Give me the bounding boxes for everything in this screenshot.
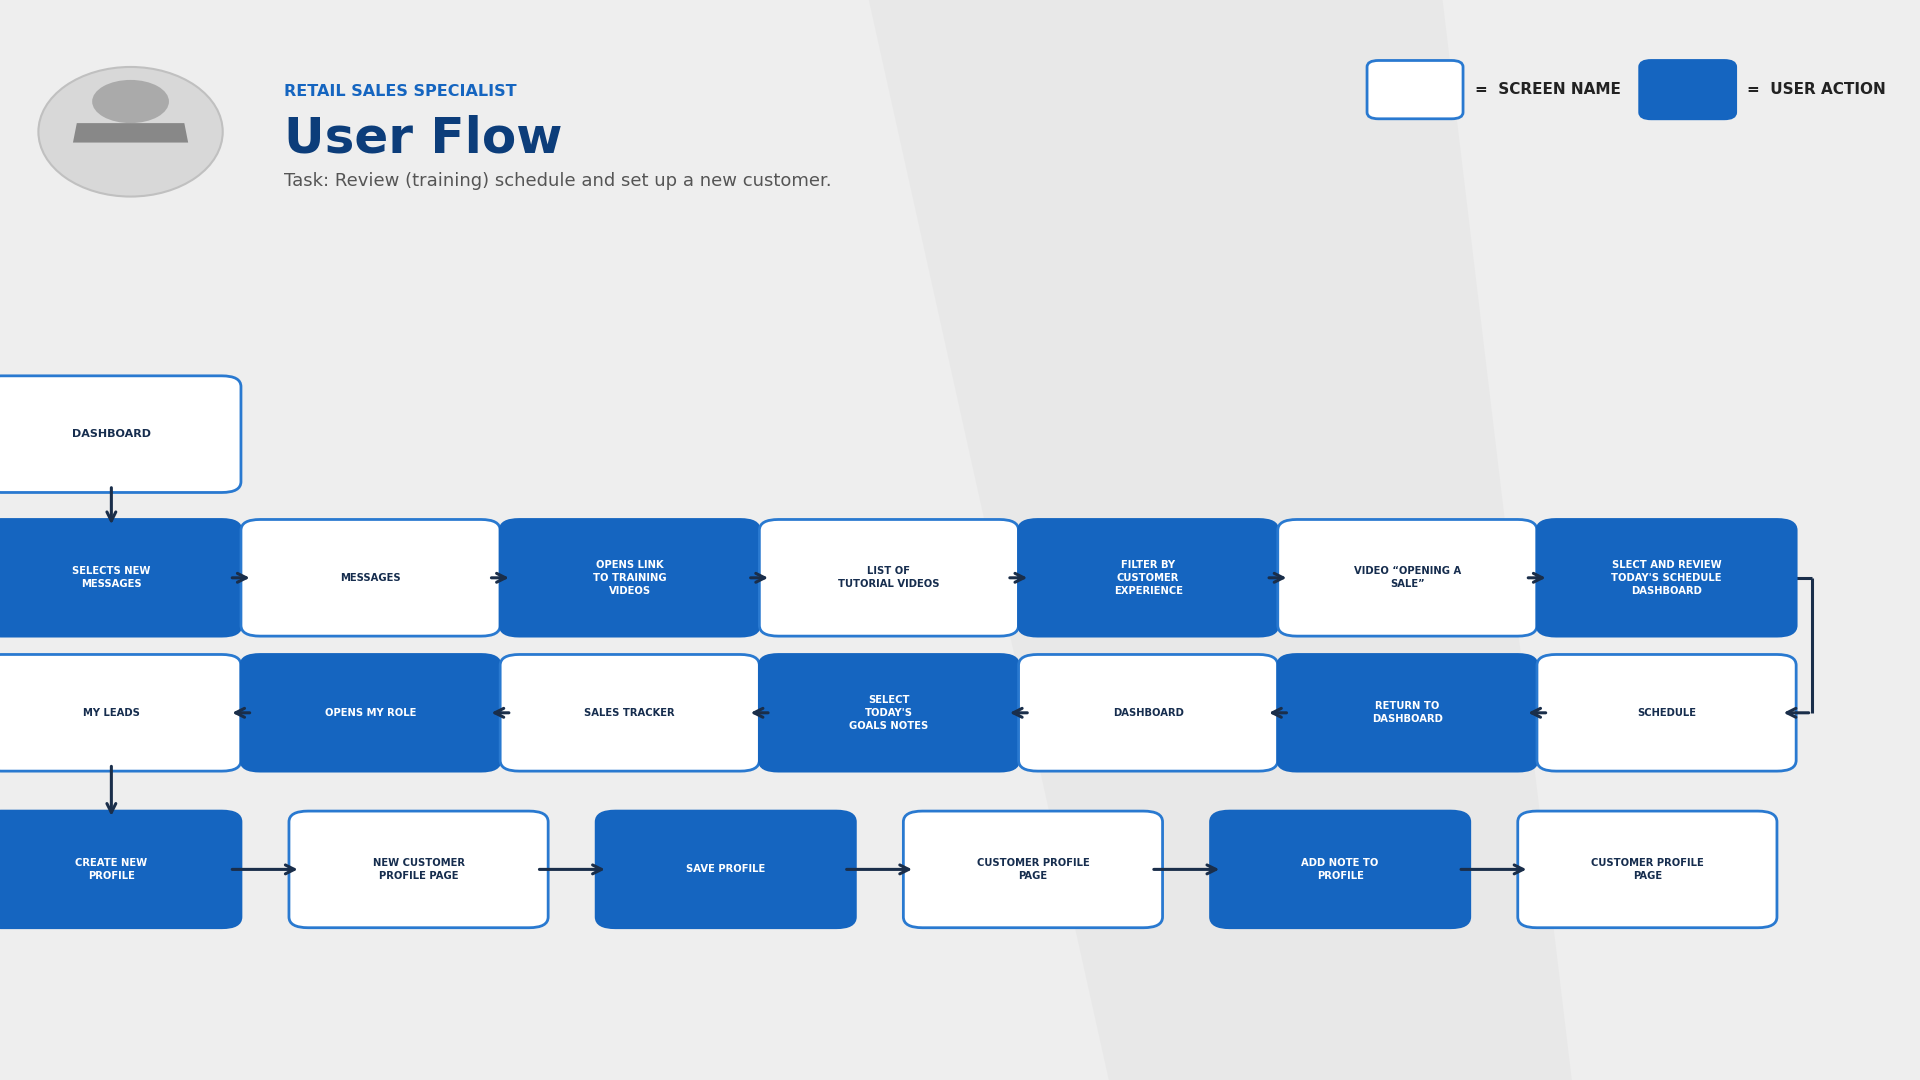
FancyBboxPatch shape	[1210, 811, 1471, 928]
Circle shape	[92, 80, 169, 123]
FancyBboxPatch shape	[1517, 811, 1778, 928]
Text: SLECT AND REVIEW
TODAY'S SCHEDULE
DASHBOARD: SLECT AND REVIEW TODAY'S SCHEDULE DASHBO…	[1611, 561, 1722, 595]
Text: ADD NOTE TO
PROFILE: ADD NOTE TO PROFILE	[1302, 858, 1379, 881]
FancyBboxPatch shape	[0, 376, 242, 492]
FancyBboxPatch shape	[1367, 60, 1463, 119]
Text: SCHEDULE: SCHEDULE	[1638, 707, 1695, 718]
FancyBboxPatch shape	[0, 811, 242, 928]
FancyBboxPatch shape	[1018, 519, 1279, 636]
Text: OPENS MY ROLE: OPENS MY ROLE	[324, 707, 417, 718]
Text: SELECT
TODAY'S
GOALS NOTES: SELECT TODAY'S GOALS NOTES	[849, 696, 929, 730]
Text: DASHBOARD: DASHBOARD	[71, 429, 152, 440]
Text: RETURN TO
DASHBOARD: RETURN TO DASHBOARD	[1373, 701, 1442, 725]
FancyBboxPatch shape	[288, 811, 549, 928]
FancyBboxPatch shape	[1640, 60, 1736, 119]
Polygon shape	[73, 123, 188, 143]
FancyBboxPatch shape	[760, 654, 1018, 771]
FancyBboxPatch shape	[902, 811, 1164, 928]
FancyBboxPatch shape	[1536, 654, 1797, 771]
Text: =  SCREEN NAME: = SCREEN NAME	[1475, 82, 1620, 97]
Text: =  USER ACTION: = USER ACTION	[1747, 82, 1885, 97]
Text: NEW CUSTOMER
PROFILE PAGE: NEW CUSTOMER PROFILE PAGE	[372, 858, 465, 881]
Text: CREATE NEW
PROFILE: CREATE NEW PROFILE	[75, 858, 148, 881]
Text: SELECTS NEW
MESSAGES: SELECTS NEW MESSAGES	[73, 566, 150, 590]
FancyBboxPatch shape	[1018, 654, 1279, 771]
FancyBboxPatch shape	[1536, 519, 1797, 636]
FancyBboxPatch shape	[242, 519, 499, 636]
Text: SAVE PROFILE: SAVE PROFILE	[685, 864, 766, 875]
Text: Task: Review (training) schedule and set up a new customer.: Task: Review (training) schedule and set…	[284, 173, 831, 190]
Polygon shape	[864, 0, 1574, 1080]
FancyBboxPatch shape	[499, 519, 760, 636]
FancyBboxPatch shape	[0, 519, 242, 636]
FancyBboxPatch shape	[242, 654, 499, 771]
FancyBboxPatch shape	[0, 654, 242, 771]
Text: DASHBOARD: DASHBOARD	[1114, 707, 1183, 718]
Text: OPENS LINK
TO TRAINING
VIDEOS: OPENS LINK TO TRAINING VIDEOS	[593, 561, 666, 595]
Text: RETAIL SALES SPECIALIST: RETAIL SALES SPECIALIST	[284, 84, 516, 99]
Text: User Flow: User Flow	[284, 114, 563, 162]
Text: MESSAGES: MESSAGES	[340, 572, 401, 583]
Text: CUSTOMER PROFILE
PAGE: CUSTOMER PROFILE PAGE	[977, 858, 1089, 881]
Text: VIDEO “OPENING A
SALE”: VIDEO “OPENING A SALE”	[1354, 566, 1461, 590]
Text: SALES TRACKER: SALES TRACKER	[584, 707, 676, 718]
Text: LIST OF
TUTORIAL VIDEOS: LIST OF TUTORIAL VIDEOS	[839, 566, 939, 590]
FancyBboxPatch shape	[1279, 519, 1536, 636]
Text: FILTER BY
CUSTOMER
EXPERIENCE: FILTER BY CUSTOMER EXPERIENCE	[1114, 561, 1183, 595]
Text: CUSTOMER PROFILE
PAGE: CUSTOMER PROFILE PAGE	[1592, 858, 1703, 881]
FancyBboxPatch shape	[595, 811, 856, 928]
Ellipse shape	[38, 67, 223, 197]
FancyBboxPatch shape	[499, 654, 760, 771]
FancyBboxPatch shape	[1279, 654, 1536, 771]
Text: MY LEADS: MY LEADS	[83, 707, 140, 718]
FancyBboxPatch shape	[760, 519, 1018, 636]
